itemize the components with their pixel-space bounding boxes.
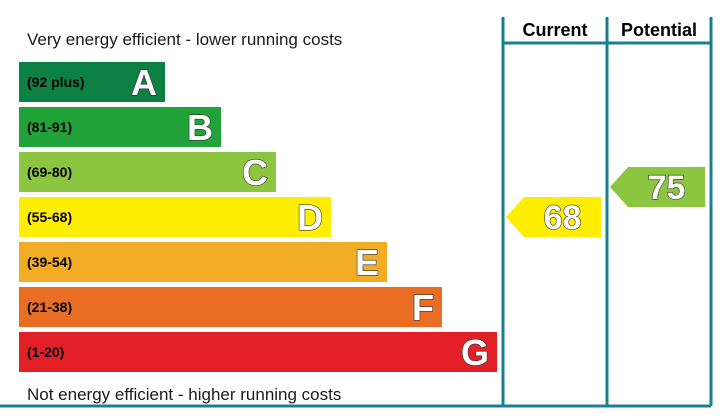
band-c-letter: C [242, 152, 268, 193]
band-b-range: (81-91) [27, 119, 72, 135]
band-e-range: (39-54) [27, 254, 72, 270]
band-a-bar [19, 62, 165, 102]
band-c-bar [19, 152, 276, 192]
band-d-letter: D [297, 197, 323, 238]
column-header-current: Current [522, 20, 587, 40]
band-a-letter: A [131, 62, 157, 103]
band-e-bar [19, 242, 387, 282]
band-g-range: (1-20) [27, 344, 64, 360]
band-b-letter: B [187, 107, 213, 148]
bottom-caption: Not energy efficient - higher running co… [27, 385, 341, 404]
rating-arrows: 68 75 [506, 167, 705, 238]
band-f-bar [19, 287, 442, 327]
band-d-range: (55-68) [27, 209, 72, 225]
rating-bands: (92 plus) A (81-91) B (69-80) C (55-68) D (39-54… [19, 61, 497, 374]
potential-rating-value: 75 [648, 169, 686, 207]
band-f-letter: F [412, 287, 434, 328]
band-f-range: (21-38) [27, 299, 72, 315]
current-rating-arrow [506, 197, 601, 237]
band-d-bar [19, 197, 331, 237]
column-headers: Current Potential [522, 20, 697, 40]
band-g-letter: G [461, 332, 489, 373]
band-a-range: (92 plus) [27, 74, 85, 90]
potential-rating-arrow [610, 167, 705, 207]
band-c-range: (69-80) [27, 164, 72, 180]
band-b-bar [19, 107, 221, 147]
current-rating-value: 68 [544, 199, 582, 237]
top-caption: Very energy efficient - lower running co… [27, 30, 342, 49]
band-e-letter: E [355, 242, 379, 283]
band-g-bar [19, 332, 497, 372]
column-header-potential: Potential [621, 20, 697, 40]
rating-columns-frame [0, 17, 713, 408]
